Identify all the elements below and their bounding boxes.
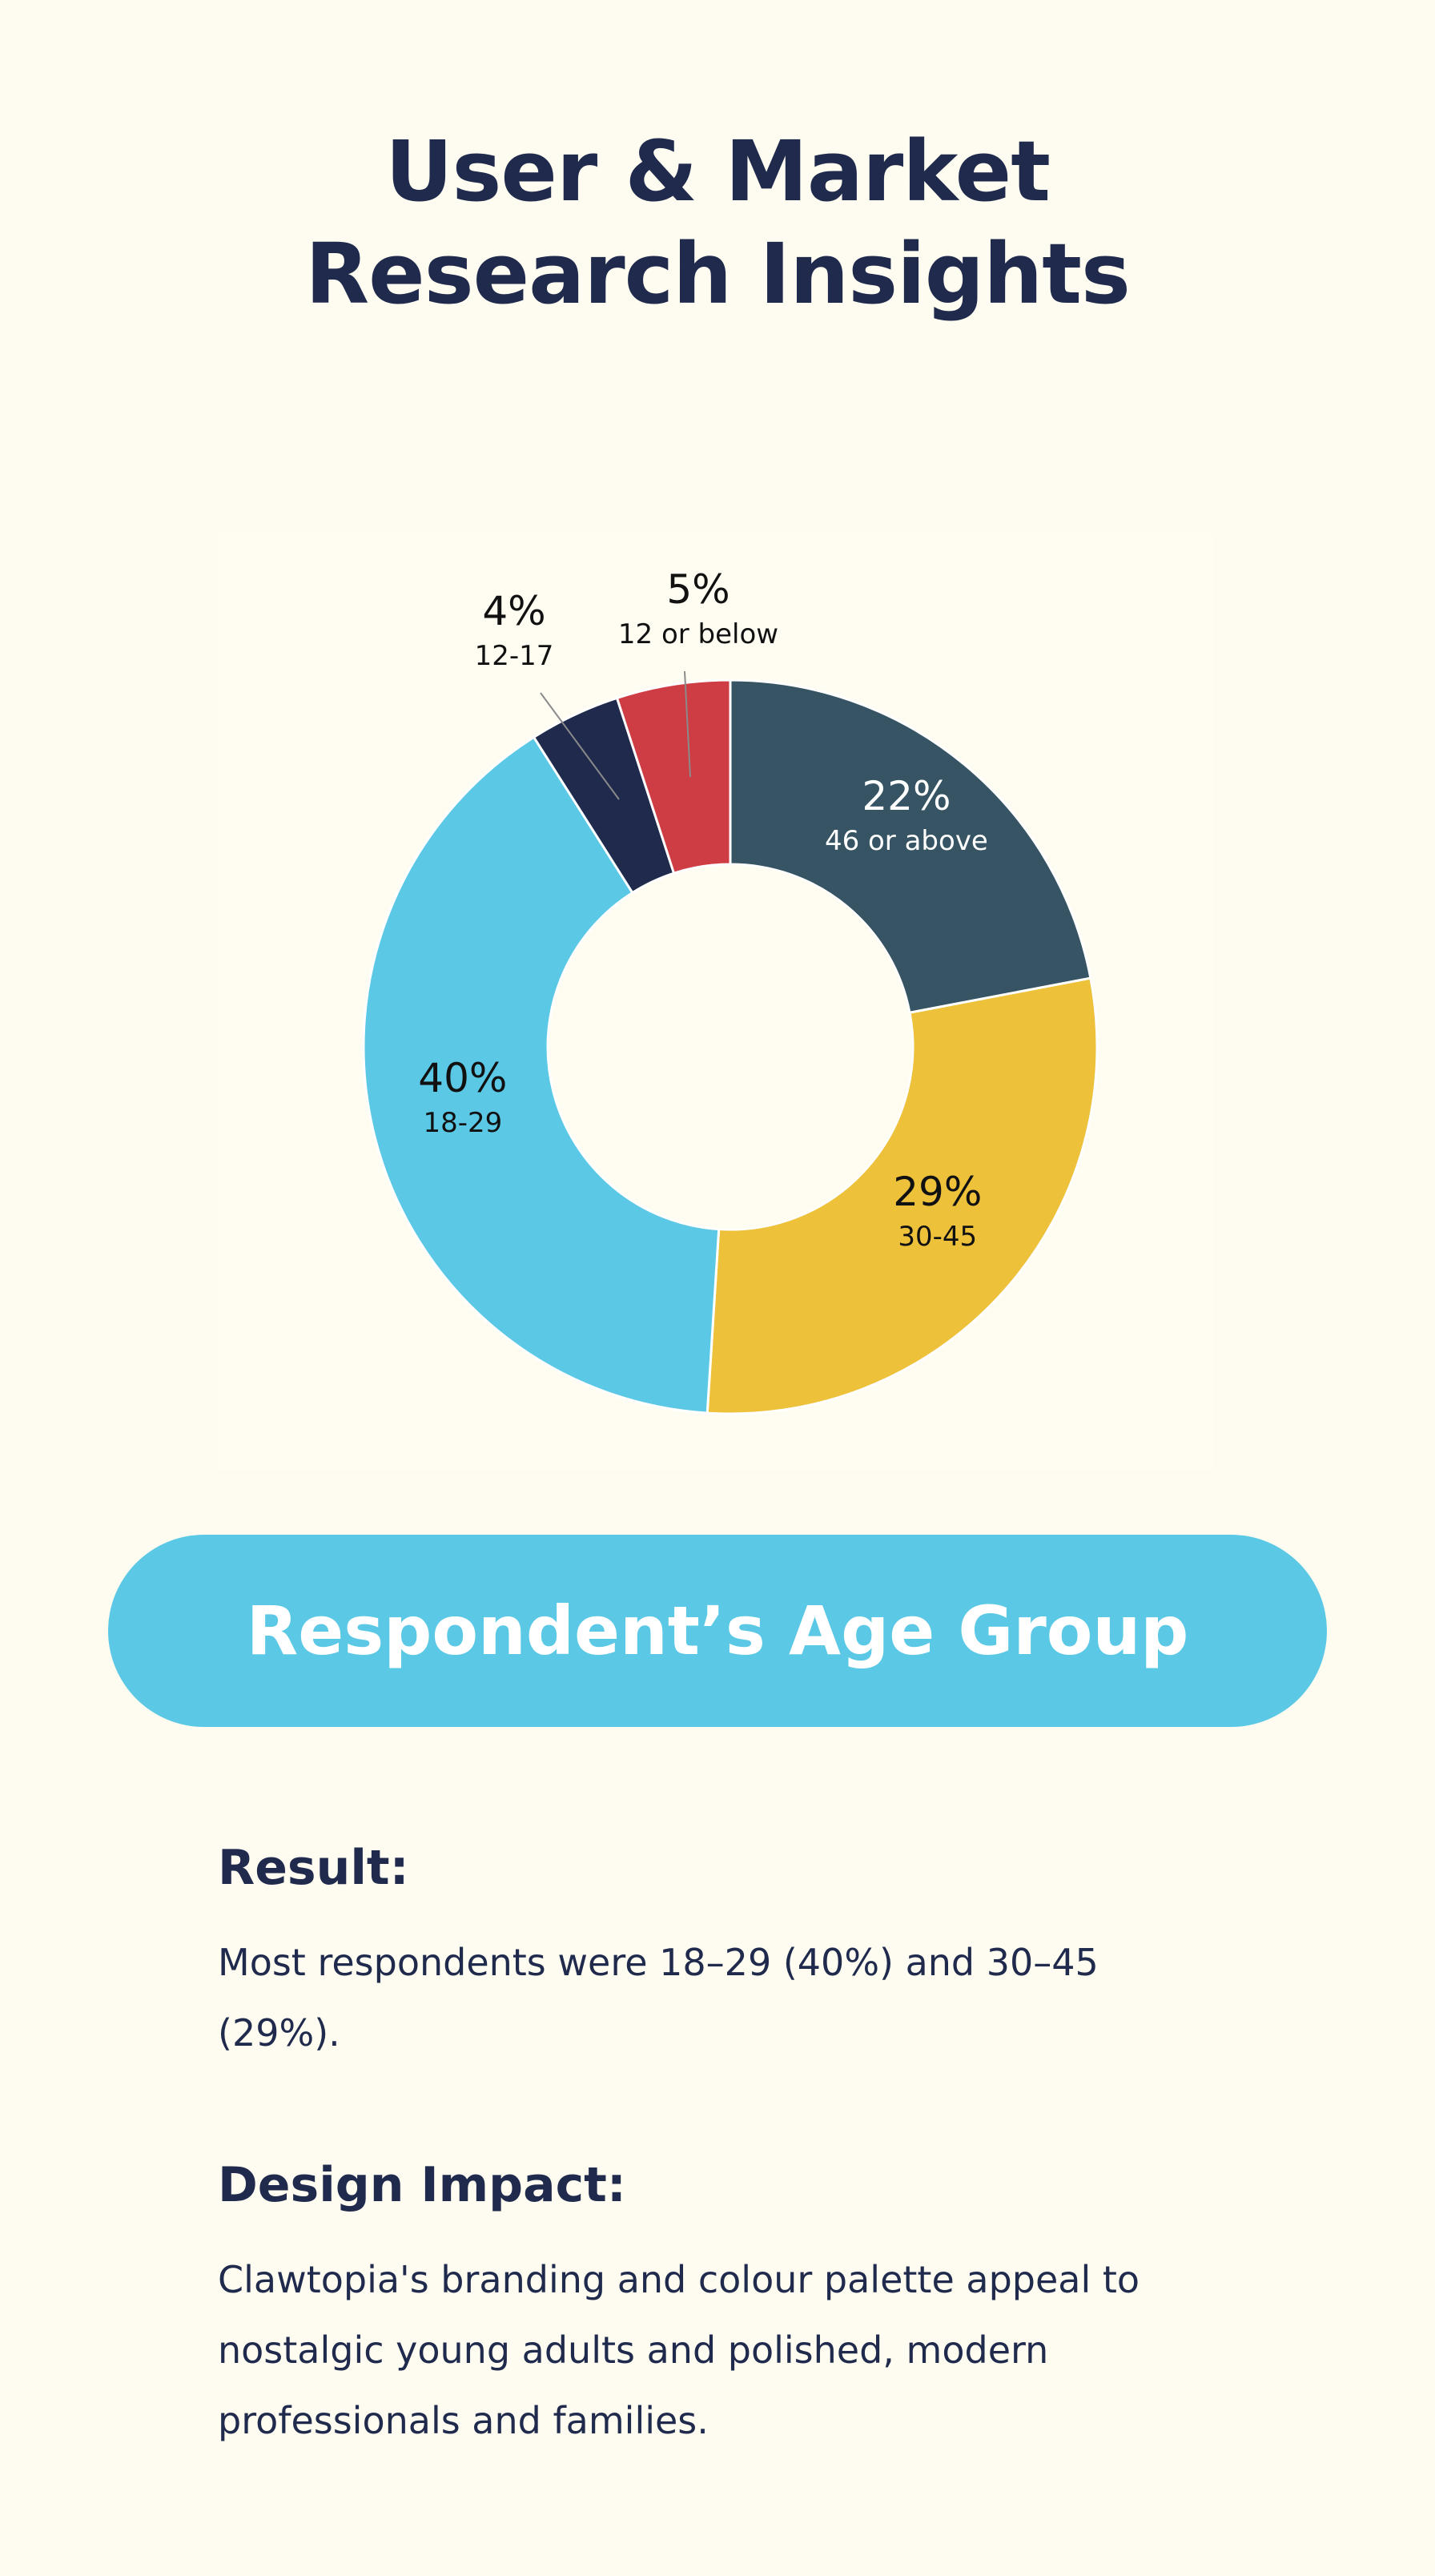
slice-percent-label: 29%	[893, 1169, 982, 1215]
page-title-line-2: Research Insights	[305, 225, 1131, 323]
donut-slice-46-or-above	[729, 678, 1092, 1015]
slice-category-label: 12 or below	[618, 618, 778, 650]
result-text: Most respondents were 18–29 (40%) and 30…	[218, 1941, 1099, 2055]
chart-title-pill: Respondent’s Age Group	[108, 1535, 1327, 1727]
slice-category-label: 46 or above	[825, 825, 988, 857]
result-section: Result: Most respondents were 18–29 (40%…	[218, 1836, 1259, 2068]
slice-category-label: 12-17	[475, 640, 554, 672]
slice-percent-label: 4%	[482, 588, 545, 634]
slice-percent-label: 40%	[418, 1055, 507, 1101]
donut-slice-18-29	[362, 735, 721, 1415]
donut-chart: 22% 46 or above 29% 30-45 40% 18-29 4% 12-17 5% 1…	[362, 566, 1099, 1415]
donut-slice-30-45	[705, 976, 1099, 1415]
design-impact-text: Clawtopia's branding and colour palette …	[218, 2258, 1140, 2442]
result-heading: Result:	[218, 1840, 409, 1896]
slice-category-label: 18-29	[423, 1107, 502, 1139]
design-impact-section: Design Impact: Clawtopia's branding and …	[218, 2153, 1259, 2456]
design-impact-heading: Design Impact:	[218, 2157, 626, 2213]
donut-slice-12-or-below	[615, 678, 732, 875]
leader-line-12-17	[540, 692, 620, 800]
slice-percent-label: 22%	[862, 773, 951, 819]
donut-hole	[549, 865, 912, 1229]
donut-chart-panel: 22% 46 or above 29% 30-45 40% 18-29 4% 12-17 5% 1…	[216, 533, 1213, 1470]
page-title-line-1: User & Market	[385, 123, 1051, 220]
slice-percent-label: 5%	[666, 566, 730, 613]
chart-title-label: Respondent’s Age Group	[246, 1592, 1189, 1670]
page-title: User & Market Research Insights	[0, 120, 1435, 325]
slice-category-label: 30-45	[898, 1221, 977, 1253]
leader-line-12-or-below	[684, 670, 691, 778]
